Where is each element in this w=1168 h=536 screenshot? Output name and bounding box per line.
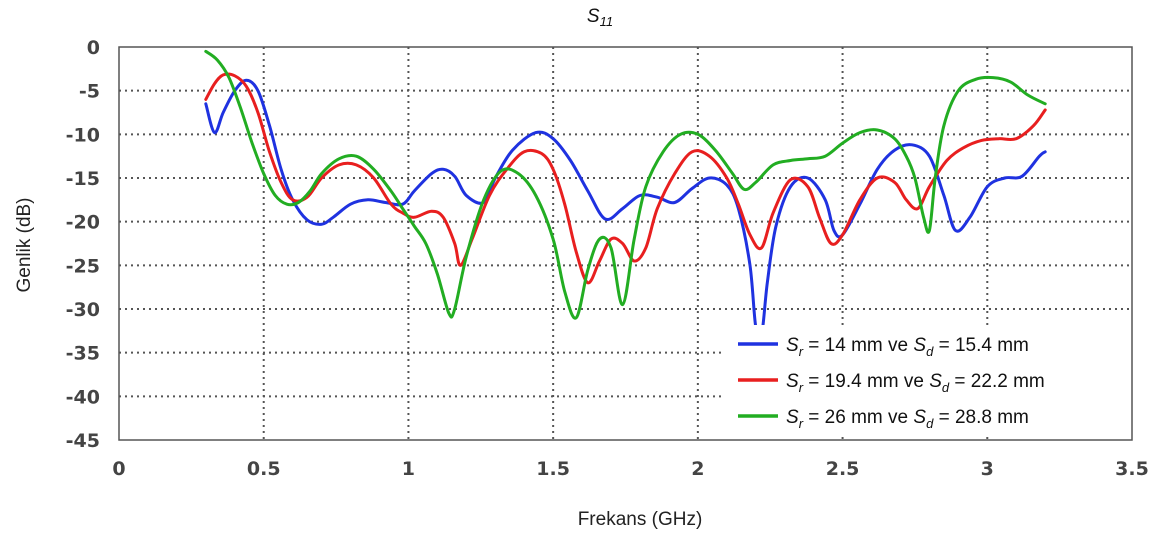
x-tick-label: 0 xyxy=(112,458,125,480)
x-tick-label: 3 xyxy=(981,458,994,480)
x-tick-label: 1.5 xyxy=(536,458,570,480)
x-tick-label: 0.5 xyxy=(247,458,281,480)
x-axis-label: Frekans (GHz) xyxy=(578,509,703,530)
y-tick-label: -10 xyxy=(66,124,100,146)
x-tick-label: 2 xyxy=(691,458,704,480)
x-axis-ticks: 0 0.5 1 1.5 2 2.5 3 3.5 xyxy=(112,458,1148,480)
y-tick-label: -45 xyxy=(66,430,100,452)
x-tick-label: 3.5 xyxy=(1115,458,1149,480)
legend: Sr = 14 mm ve Sd = 15.4 mm Sr = 19.4 mm v… xyxy=(725,325,1130,437)
y-tick-label: -15 xyxy=(66,168,100,190)
y-tick-label: -35 xyxy=(66,343,100,365)
y-tick-label: 0 xyxy=(87,37,100,59)
grid-lines xyxy=(119,47,1132,440)
legend-label-3: Sr = 26 mm ve Sd = 28.8 mm xyxy=(786,407,1029,431)
legend-box xyxy=(725,325,1130,437)
x-tick-label: 2.5 xyxy=(826,458,860,480)
y-tick-label: -5 xyxy=(79,81,100,103)
y-axis-label: Genlik (dB) xyxy=(14,197,35,292)
series-line-2 xyxy=(204,72,1047,285)
y-tick-label: -40 xyxy=(66,386,100,408)
y-tick-label: -30 xyxy=(66,299,100,321)
legend-label-2: Sr = 19.4 mm ve Sd = 22.2 mm xyxy=(786,371,1045,395)
series-line-3 xyxy=(204,49,1047,320)
y-tick-label: -25 xyxy=(66,255,100,277)
legend-label-1: Sr = 14 mm ve Sd = 15.4 mm xyxy=(786,335,1029,359)
y-tick-label: -20 xyxy=(66,212,100,234)
x-tick-label: 1 xyxy=(402,458,415,480)
series-lines xyxy=(204,49,1047,341)
chart-title: S11 xyxy=(587,6,613,29)
y-axis-ticks: 0 -5 -10 -15 -20 -25 -30 -35 -40 -45 xyxy=(66,37,100,452)
series-line-1 xyxy=(204,78,1047,341)
plot-frame xyxy=(118,46,1133,441)
